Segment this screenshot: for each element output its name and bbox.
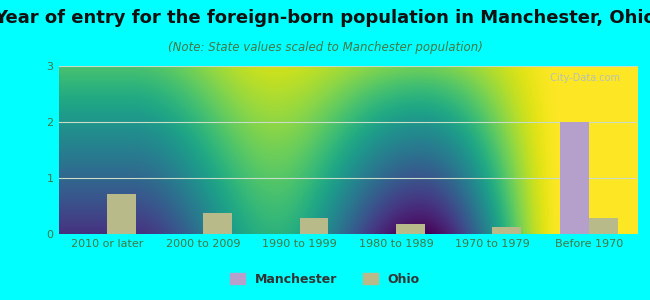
Bar <box>493 227 521 234</box>
Legend: Manchester, Ohio: Manchester, Ohio <box>226 268 424 291</box>
Bar <box>300 218 328 234</box>
Bar <box>203 213 232 234</box>
Text: Year of entry for the foreign-born population in Manchester, Ohio: Year of entry for the foreign-born popul… <box>0 9 650 27</box>
Bar <box>107 194 136 234</box>
Text: (Note: State values scaled to Manchester population): (Note: State values scaled to Manchester… <box>168 40 482 53</box>
Bar <box>560 122 589 234</box>
Bar <box>589 218 617 234</box>
Text: City-Data.com: City-Data.com <box>543 73 619 83</box>
Bar <box>396 224 425 234</box>
